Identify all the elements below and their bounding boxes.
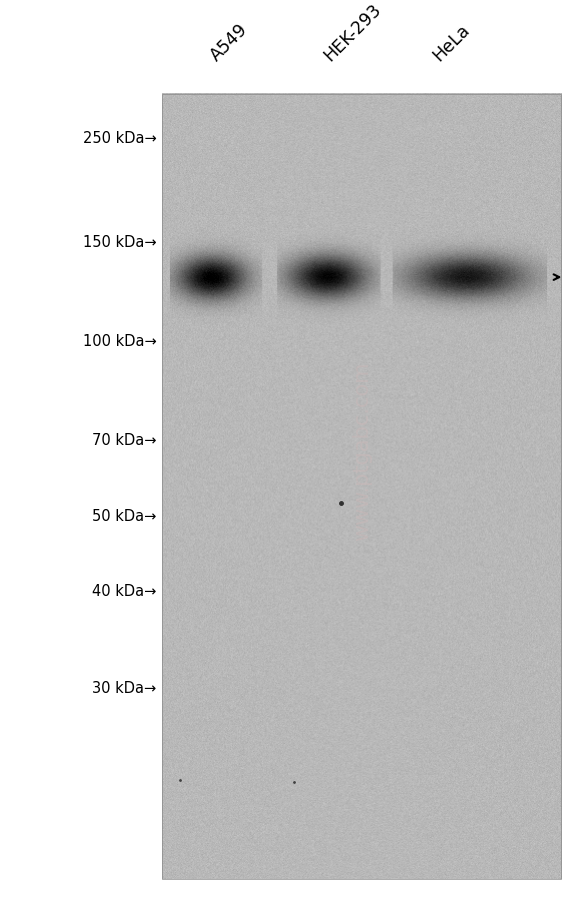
Text: HEK-293: HEK-293: [321, 1, 385, 65]
Text: HeLa: HeLa: [429, 21, 473, 65]
Text: A549: A549: [207, 21, 251, 65]
Text: 100 kDa→: 100 kDa→: [83, 334, 157, 348]
Text: 40 kDa→: 40 kDa→: [92, 584, 157, 598]
Text: 70 kDa→: 70 kDa→: [92, 433, 157, 447]
Bar: [162, 95, 561, 879]
Text: 30 kDa→: 30 kDa→: [92, 680, 157, 695]
Text: 150 kDa→: 150 kDa→: [83, 235, 157, 249]
Text: 50 kDa→: 50 kDa→: [92, 509, 157, 523]
Text: www.ptgabc.com: www.ptgabc.com: [352, 362, 372, 540]
Text: 250 kDa→: 250 kDa→: [83, 131, 157, 145]
